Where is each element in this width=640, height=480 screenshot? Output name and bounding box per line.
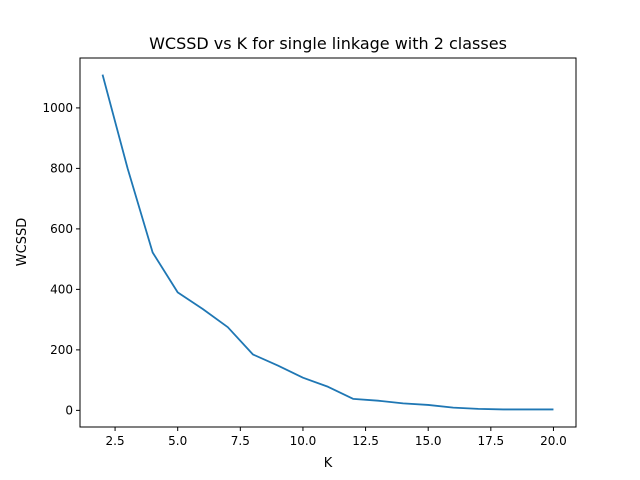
y-tick-label: 400 [50, 282, 73, 296]
y-tick-label: 0 [65, 403, 73, 417]
series-layer [101, 74, 554, 411]
x-axis-label: K [324, 456, 333, 471]
y-axis: 0 200 400 600 800 1000 [42, 101, 80, 417]
x-axis: 2.5 5.0 7.5 10.0 12.5 15.0 17.5 20.0 [106, 427, 567, 448]
y-tick-label: 1000 [42, 101, 73, 115]
x-tick-label: 5.0 [168, 434, 187, 448]
x-tick-label: 12.5 [352, 434, 379, 448]
chart-title: WCSSD vs K for single linkage with 2 cla… [149, 34, 507, 53]
y-tick-label: 800 [50, 161, 73, 175]
x-tick-label: 15.0 [415, 434, 442, 448]
x-tick-label: 17.5 [477, 434, 504, 448]
x-tick-label: 2.5 [106, 434, 125, 448]
plot-frame [79, 57, 577, 428]
series-line [101, 74, 554, 411]
x-tick-label: 20.0 [540, 434, 567, 448]
x-tick-label: 7.5 [231, 434, 250, 448]
y-axis-label: WCSSD [15, 218, 30, 266]
y-tick-label: 200 [50, 343, 73, 357]
y-tick-label: 600 [50, 222, 73, 236]
plot-area [79, 57, 577, 428]
x-tick-label: 10.0 [290, 434, 317, 448]
